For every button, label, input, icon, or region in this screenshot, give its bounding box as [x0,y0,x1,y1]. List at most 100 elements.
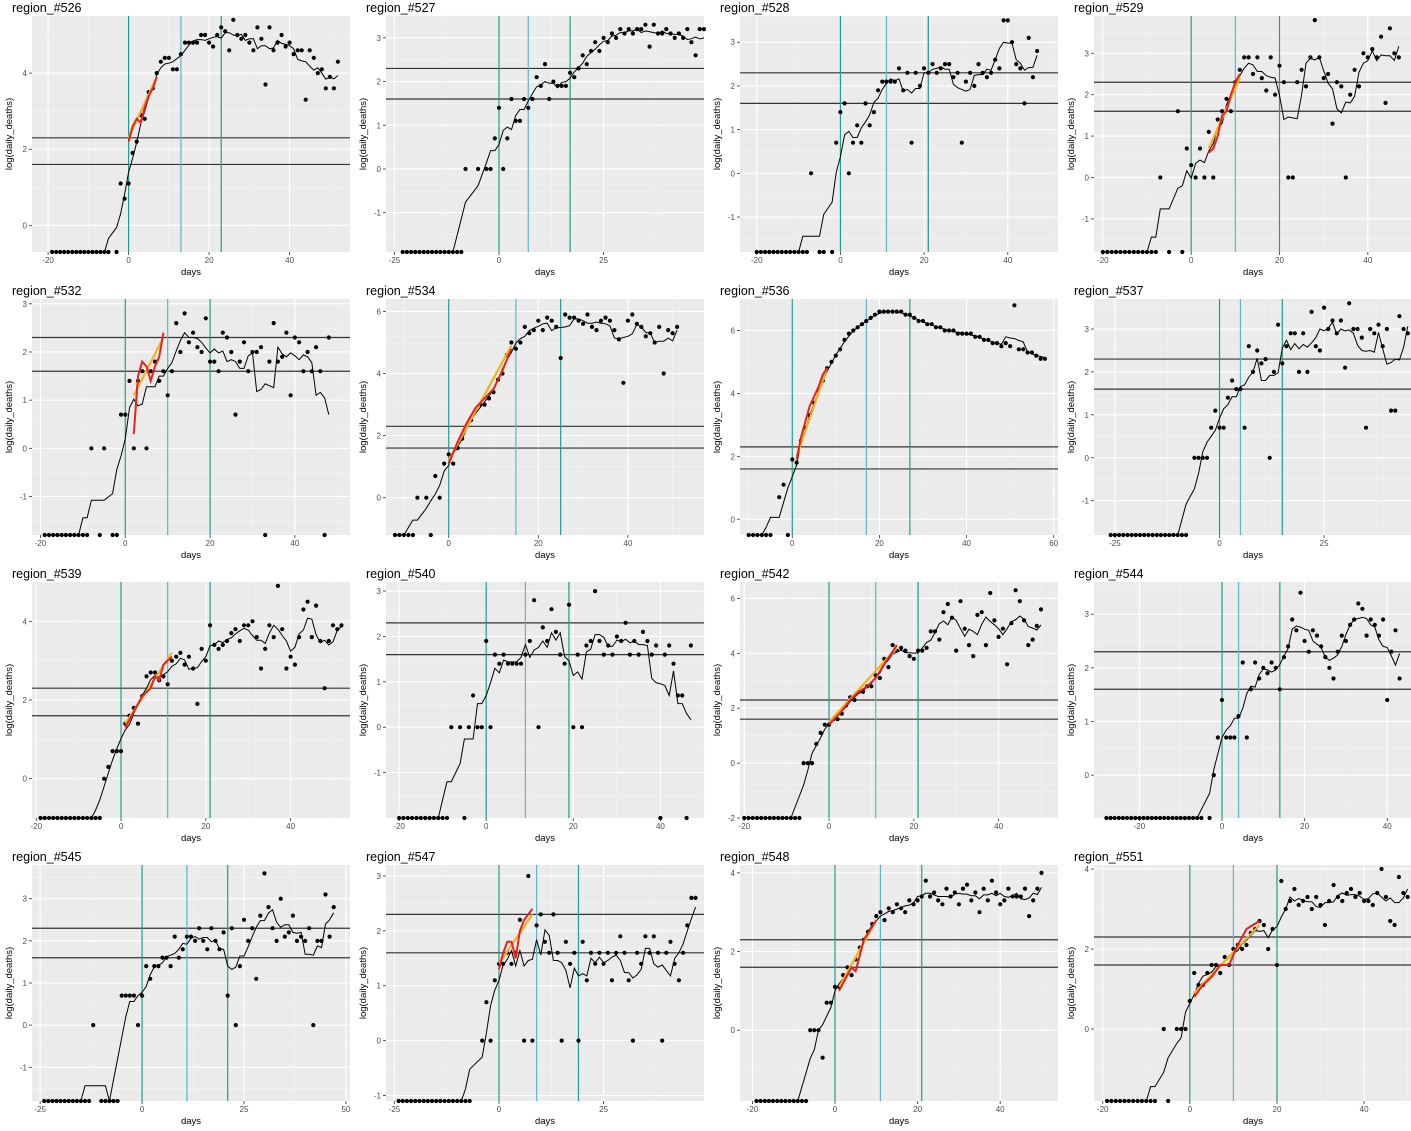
data-point [750,815,755,821]
data-point [572,315,577,320]
data-point [1154,532,1159,538]
data-point [830,249,835,255]
data-point [497,661,502,666]
data-point [1240,946,1245,952]
data-point [404,1098,409,1104]
data-point [997,66,1002,71]
data-point [1389,649,1394,654]
x-tick-label: 20 [534,539,543,548]
x-tick-label: 20 [1275,256,1284,265]
x-tick-label: 20 [1273,1105,1282,1114]
data-point [212,359,217,364]
data-point [1292,886,1297,892]
data-point [509,96,514,102]
data-point [208,623,213,628]
data-point [607,318,612,323]
plot-background [32,16,350,252]
data-point [148,976,153,981]
data-point [1250,369,1256,374]
data-point [572,950,577,955]
data-point [881,309,886,314]
data-point [1286,644,1291,649]
data-point [936,898,941,903]
data-point [207,40,212,45]
data-point [154,71,159,76]
plot-background [740,865,1058,1101]
data-point [191,330,196,335]
data-point [221,930,226,935]
data-point [434,249,439,255]
y-tick-label: 4 [731,869,736,878]
data-point [1279,878,1284,884]
data-point [1348,92,1353,97]
data-point [1232,735,1237,740]
data-point [99,1098,104,1104]
data-point [597,638,602,644]
data-point [488,166,493,172]
rolling-mean-line [395,318,678,536]
data-point [161,674,166,679]
y-axis-label: log(daily_deaths) [358,947,369,1019]
data-point [1150,532,1155,538]
data-point [930,62,935,67]
data-point [1230,378,1235,383]
data-point [903,648,908,653]
data-point [896,66,902,71]
data-point [1356,601,1361,606]
data-point [1222,954,1227,960]
data-point [947,62,952,67]
data-point [294,938,300,943]
data-point [335,627,340,632]
data-point [621,380,626,385]
data-point [952,890,957,895]
x-tick-label: 20 [875,539,884,548]
data-point [542,939,548,944]
data-point [1171,532,1176,538]
data-point [396,1098,401,1104]
data-point [1225,395,1230,400]
data-point [463,1098,468,1104]
y-tick-label: 1 [377,678,382,687]
data-point [777,495,782,500]
data-point [1372,622,1377,627]
data-point [996,634,1001,639]
data-point [1179,1026,1184,1032]
data-point [781,482,786,487]
data-point [640,629,646,634]
facet-panel: region_#528 -20 0 20 40 -1 0 1 2 3 days log(daily_d… [708,0,1060,282]
data-point [1290,175,1295,180]
data-point [475,725,480,730]
data-point [980,70,985,75]
data-point [527,331,532,336]
data-point [1166,1098,1171,1104]
data-point [1029,350,1034,355]
x-tick-label: 0 [1217,539,1222,548]
y-tick-label: -1 [374,769,382,778]
data-point [934,70,939,75]
data-point [1174,1026,1179,1032]
x-tick-label: -25 [1109,539,1121,548]
data-point [397,532,402,538]
data-point [955,70,960,75]
data-point [1012,303,1017,308]
data-point [282,934,287,939]
y-tick-label: 0 [1085,173,1090,182]
data-point [834,140,839,145]
data-point [1296,902,1301,908]
panel-title: region_#539 [12,567,82,581]
data-point [299,934,304,939]
y-tick-label: 6 [731,326,736,335]
data-point [532,598,537,603]
data-point [199,646,204,651]
data-point [1031,898,1036,903]
data-point [254,349,259,355]
facet-panel: region_#540 -20 0 20 40 -1 0 1 2 3 days log(daily_d… [354,566,706,848]
data-point [1178,815,1183,821]
data-point [319,67,324,72]
y-tick-label: 2 [1085,945,1090,954]
data-point [880,79,885,84]
data-point [940,902,945,907]
data-point [1021,347,1026,352]
data-point [1276,322,1281,327]
data-point [584,643,589,648]
